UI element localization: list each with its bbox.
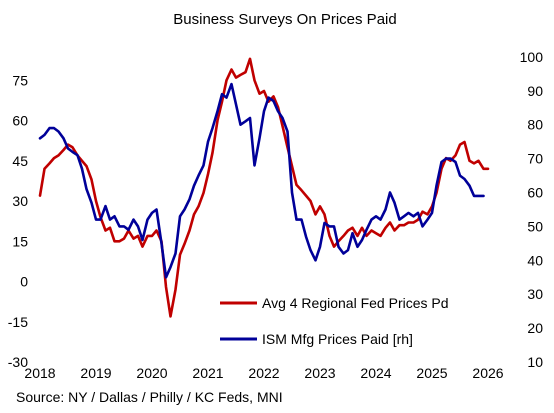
y-left-tick-label: 0 [20,274,28,290]
y-right-tick-label: 30 [527,286,543,302]
y-right-tick-label: 90 [527,83,543,99]
y-right-tick-label: 50 [527,218,543,234]
y-right-tick-label: 10 [527,354,543,370]
y-left-tick-label: 75 [12,72,28,88]
x-tick-label: 2026 [472,365,503,381]
legend: Avg 4 Regional Fed Prices Pd ISM Mfg Pri… [220,295,449,347]
x-axis: 2018 2019 2020 2021 2022 2023 2024 2025 2026 [24,365,503,381]
y-right-tick-label: 70 [527,151,543,167]
x-tick-label: 2019 [80,365,111,381]
y-left-axis: 75 60 45 30 15 0 -15 -30 [8,72,28,370]
y-left-tick-label: 45 [12,153,28,169]
x-tick-label: 2021 [192,365,223,381]
y-left-tick-label: 60 [12,113,28,129]
y-right-tick-label: 100 [520,49,544,65]
x-tick-label: 2023 [304,365,335,381]
y-right-tick-label: 80 [527,117,543,133]
x-tick-label: 2025 [416,365,447,381]
legend-entry-red: Avg 4 Regional Fed Prices Pd [220,295,449,311]
x-tick-label: 2020 [136,365,167,381]
source-note: Source: NY / Dallas / Philly / KC Feds, … [16,389,283,405]
x-tick-label: 2024 [360,365,391,381]
series-line-red [38,57,490,318]
y-right-tick-label: 60 [527,185,543,201]
legend-label-red: Avg 4 Regional Fed Prices Pd [262,295,449,311]
y-left-tick-label: -30 [8,354,28,370]
y-right-tick-label: 40 [527,252,543,268]
series-line-blue [38,82,485,279]
x-tick-label: 2018 [24,365,55,381]
legend-label-blue: ISM Mfg Prices Paid [rh] [262,331,413,347]
x-tick-label: 2022 [248,365,279,381]
plot-series [38,57,490,318]
y-left-tick-label: -15 [8,314,28,330]
y-left-tick-label: 15 [12,233,28,249]
y-right-axis: 100 90 80 70 60 50 40 30 20 10 [520,49,544,370]
chart-title: Business Surveys On Prices Paid [173,11,396,28]
y-right-tick-label: 20 [527,320,543,336]
y-left-tick-label: 30 [12,193,28,209]
legend-entry-blue: ISM Mfg Prices Paid [rh] [220,331,413,347]
